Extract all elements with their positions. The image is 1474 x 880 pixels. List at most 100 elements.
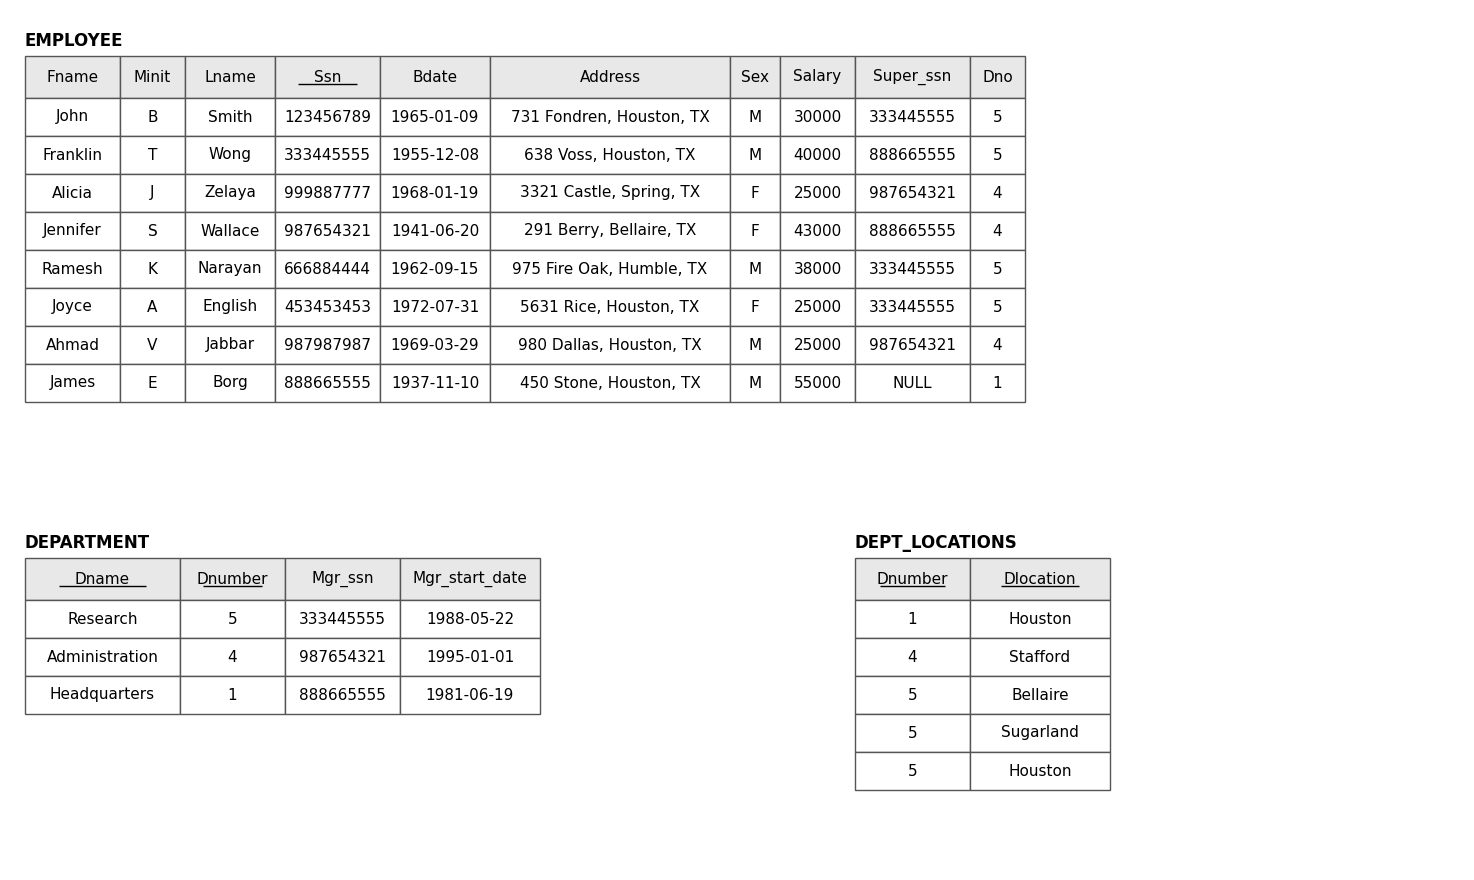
Text: Jennifer: Jennifer xyxy=(43,224,102,238)
Bar xyxy=(186,98,276,136)
Bar xyxy=(489,250,730,288)
Text: 291 Berry, Bellaire, TX: 291 Berry, Bellaire, TX xyxy=(523,224,696,238)
Bar xyxy=(180,638,284,676)
Text: 4: 4 xyxy=(992,224,1002,238)
Text: 1941-06-20: 1941-06-20 xyxy=(391,224,479,238)
Text: Address: Address xyxy=(579,70,641,84)
Text: Mgr_start_date: Mgr_start_date xyxy=(413,571,528,587)
Bar xyxy=(25,250,119,288)
Text: 4: 4 xyxy=(992,338,1002,353)
Text: 5631 Rice, Houston, TX: 5631 Rice, Houston, TX xyxy=(520,299,700,314)
Bar xyxy=(25,326,119,364)
Text: 5: 5 xyxy=(992,299,1002,314)
Bar xyxy=(284,558,399,600)
Bar xyxy=(276,212,380,250)
Text: T: T xyxy=(147,148,158,163)
Bar xyxy=(489,326,730,364)
Text: Salary: Salary xyxy=(793,70,842,84)
Text: NULL: NULL xyxy=(893,376,933,391)
Bar xyxy=(180,600,284,638)
Bar xyxy=(855,136,970,174)
Bar xyxy=(855,676,970,714)
Bar xyxy=(119,98,186,136)
Text: 975 Fire Oak, Humble, TX: 975 Fire Oak, Humble, TX xyxy=(513,261,708,276)
Bar xyxy=(119,136,186,174)
Bar xyxy=(730,56,780,98)
Bar xyxy=(970,98,1024,136)
Bar xyxy=(119,288,186,326)
Text: Bdate: Bdate xyxy=(413,70,457,84)
Bar xyxy=(119,56,186,98)
Text: 25000: 25000 xyxy=(793,338,842,353)
Text: Houston: Houston xyxy=(1008,764,1072,779)
Bar xyxy=(855,212,970,250)
Text: A: A xyxy=(147,299,158,314)
Text: 453453453: 453453453 xyxy=(284,299,371,314)
Bar xyxy=(119,364,186,402)
Text: K: K xyxy=(147,261,158,276)
Bar xyxy=(730,136,780,174)
Bar xyxy=(119,212,186,250)
Bar xyxy=(970,288,1024,326)
Text: 25000: 25000 xyxy=(793,186,842,201)
Text: Mgr_ssn: Mgr_ssn xyxy=(311,571,374,587)
Text: 1988-05-22: 1988-05-22 xyxy=(426,612,514,627)
Bar xyxy=(380,250,489,288)
Bar xyxy=(276,288,380,326)
Bar xyxy=(730,212,780,250)
Bar xyxy=(855,714,970,752)
Bar xyxy=(25,558,180,600)
Text: 987654321: 987654321 xyxy=(284,224,371,238)
Text: Borg: Borg xyxy=(212,376,248,391)
Text: 987654321: 987654321 xyxy=(870,338,957,353)
Bar xyxy=(855,364,970,402)
Text: Sugarland: Sugarland xyxy=(1001,725,1079,740)
Text: Ssn: Ssn xyxy=(314,70,340,84)
Text: 333445555: 333445555 xyxy=(870,299,957,314)
Text: 5: 5 xyxy=(992,261,1002,276)
Text: EMPLOYEE: EMPLOYEE xyxy=(25,32,124,49)
Text: 1955-12-08: 1955-12-08 xyxy=(391,148,479,163)
Text: Dlocation: Dlocation xyxy=(1004,571,1076,586)
Text: Alicia: Alicia xyxy=(52,186,93,201)
Text: Super_ssn: Super_ssn xyxy=(874,69,952,85)
Bar xyxy=(970,558,1110,600)
Text: 888665555: 888665555 xyxy=(299,687,386,702)
Bar xyxy=(399,676,539,714)
Bar xyxy=(855,326,970,364)
Text: F: F xyxy=(750,299,759,314)
Bar xyxy=(780,364,855,402)
Bar xyxy=(730,250,780,288)
Text: M: M xyxy=(749,109,762,124)
Bar xyxy=(970,212,1024,250)
Text: 43000: 43000 xyxy=(793,224,842,238)
Text: Dname: Dname xyxy=(75,571,130,586)
Text: Minit: Minit xyxy=(134,70,171,84)
Text: Bellaire: Bellaire xyxy=(1011,687,1069,702)
Bar xyxy=(180,676,284,714)
Text: 5: 5 xyxy=(227,612,237,627)
Bar xyxy=(25,174,119,212)
Bar xyxy=(970,174,1024,212)
Bar xyxy=(25,98,119,136)
Text: E: E xyxy=(147,376,158,391)
Text: Lname: Lname xyxy=(203,70,256,84)
Bar xyxy=(855,174,970,212)
Text: Dnumber: Dnumber xyxy=(196,571,268,586)
Text: M: M xyxy=(749,338,762,353)
Text: DEPARTMENT: DEPARTMENT xyxy=(25,533,150,552)
Text: 999887777: 999887777 xyxy=(284,186,371,201)
Bar xyxy=(730,174,780,212)
Bar xyxy=(780,288,855,326)
Bar xyxy=(780,136,855,174)
Text: 30000: 30000 xyxy=(793,109,842,124)
Bar xyxy=(380,212,489,250)
Text: 5: 5 xyxy=(908,725,917,740)
Bar xyxy=(970,56,1024,98)
Bar xyxy=(855,752,970,790)
Bar xyxy=(780,326,855,364)
Bar xyxy=(119,250,186,288)
Bar xyxy=(276,174,380,212)
Bar xyxy=(489,56,730,98)
Text: 1972-07-31: 1972-07-31 xyxy=(391,299,479,314)
